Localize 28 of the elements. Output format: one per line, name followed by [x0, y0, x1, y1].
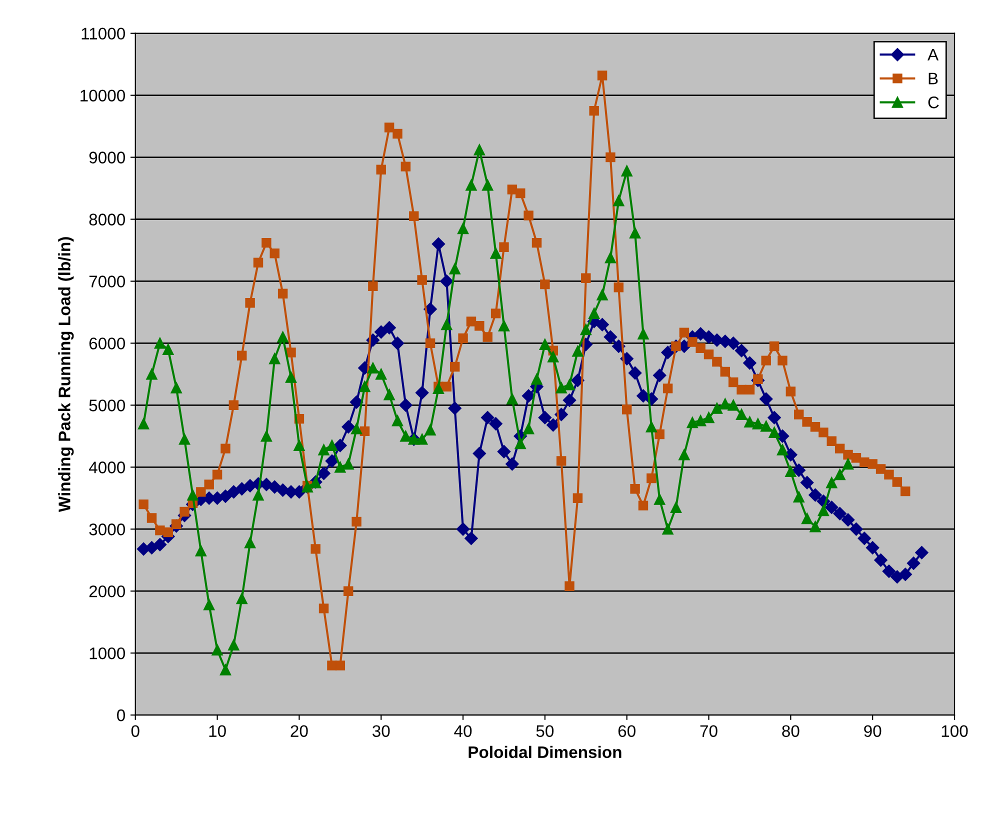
- x-tick-label: 70: [700, 725, 718, 737]
- y-tick-label: 4000: [88, 462, 126, 474]
- legend-label: B: [928, 72, 938, 84]
- x-tick-label: 100: [942, 725, 968, 737]
- y-tick-label: 0: [117, 709, 126, 722]
- y-tick-label: 9000: [89, 152, 126, 164]
- legend-label: C: [928, 96, 939, 108]
- y-tick-label: 11000: [82, 28, 126, 40]
- x-axis-title: Poloidal Dimension: [468, 746, 622, 758]
- x-tick-label: 90: [864, 725, 882, 737]
- x-tick-label: 40: [454, 725, 472, 737]
- y-tick-label: 3000: [89, 524, 126, 536]
- y-tick-label: 1000: [90, 647, 126, 660]
- x-tick-label: 60: [618, 725, 636, 737]
- y-tick-label: 6000: [89, 338, 126, 350]
- x-tick-label: 80: [782, 725, 800, 737]
- y-tick-label: 5000: [89, 400, 126, 412]
- x-tick-label: 50: [536, 725, 554, 737]
- y-tick-label: 2000: [89, 585, 126, 598]
- y-tick-label: 7000: [89, 276, 126, 288]
- x-tick-label: 30: [372, 725, 390, 737]
- x-tick-label: 0: [131, 725, 140, 737]
- y-tick-label: 10000: [80, 90, 126, 102]
- y-axis-title: Winding Pack Running Load (lb/in): [58, 237, 74, 512]
- x-tick-label: 20: [290, 725, 308, 737]
- legend-label: A: [928, 48, 939, 60]
- y-tick-label: 8000: [89, 214, 126, 226]
- x-tick-label: 10: [209, 725, 226, 737]
